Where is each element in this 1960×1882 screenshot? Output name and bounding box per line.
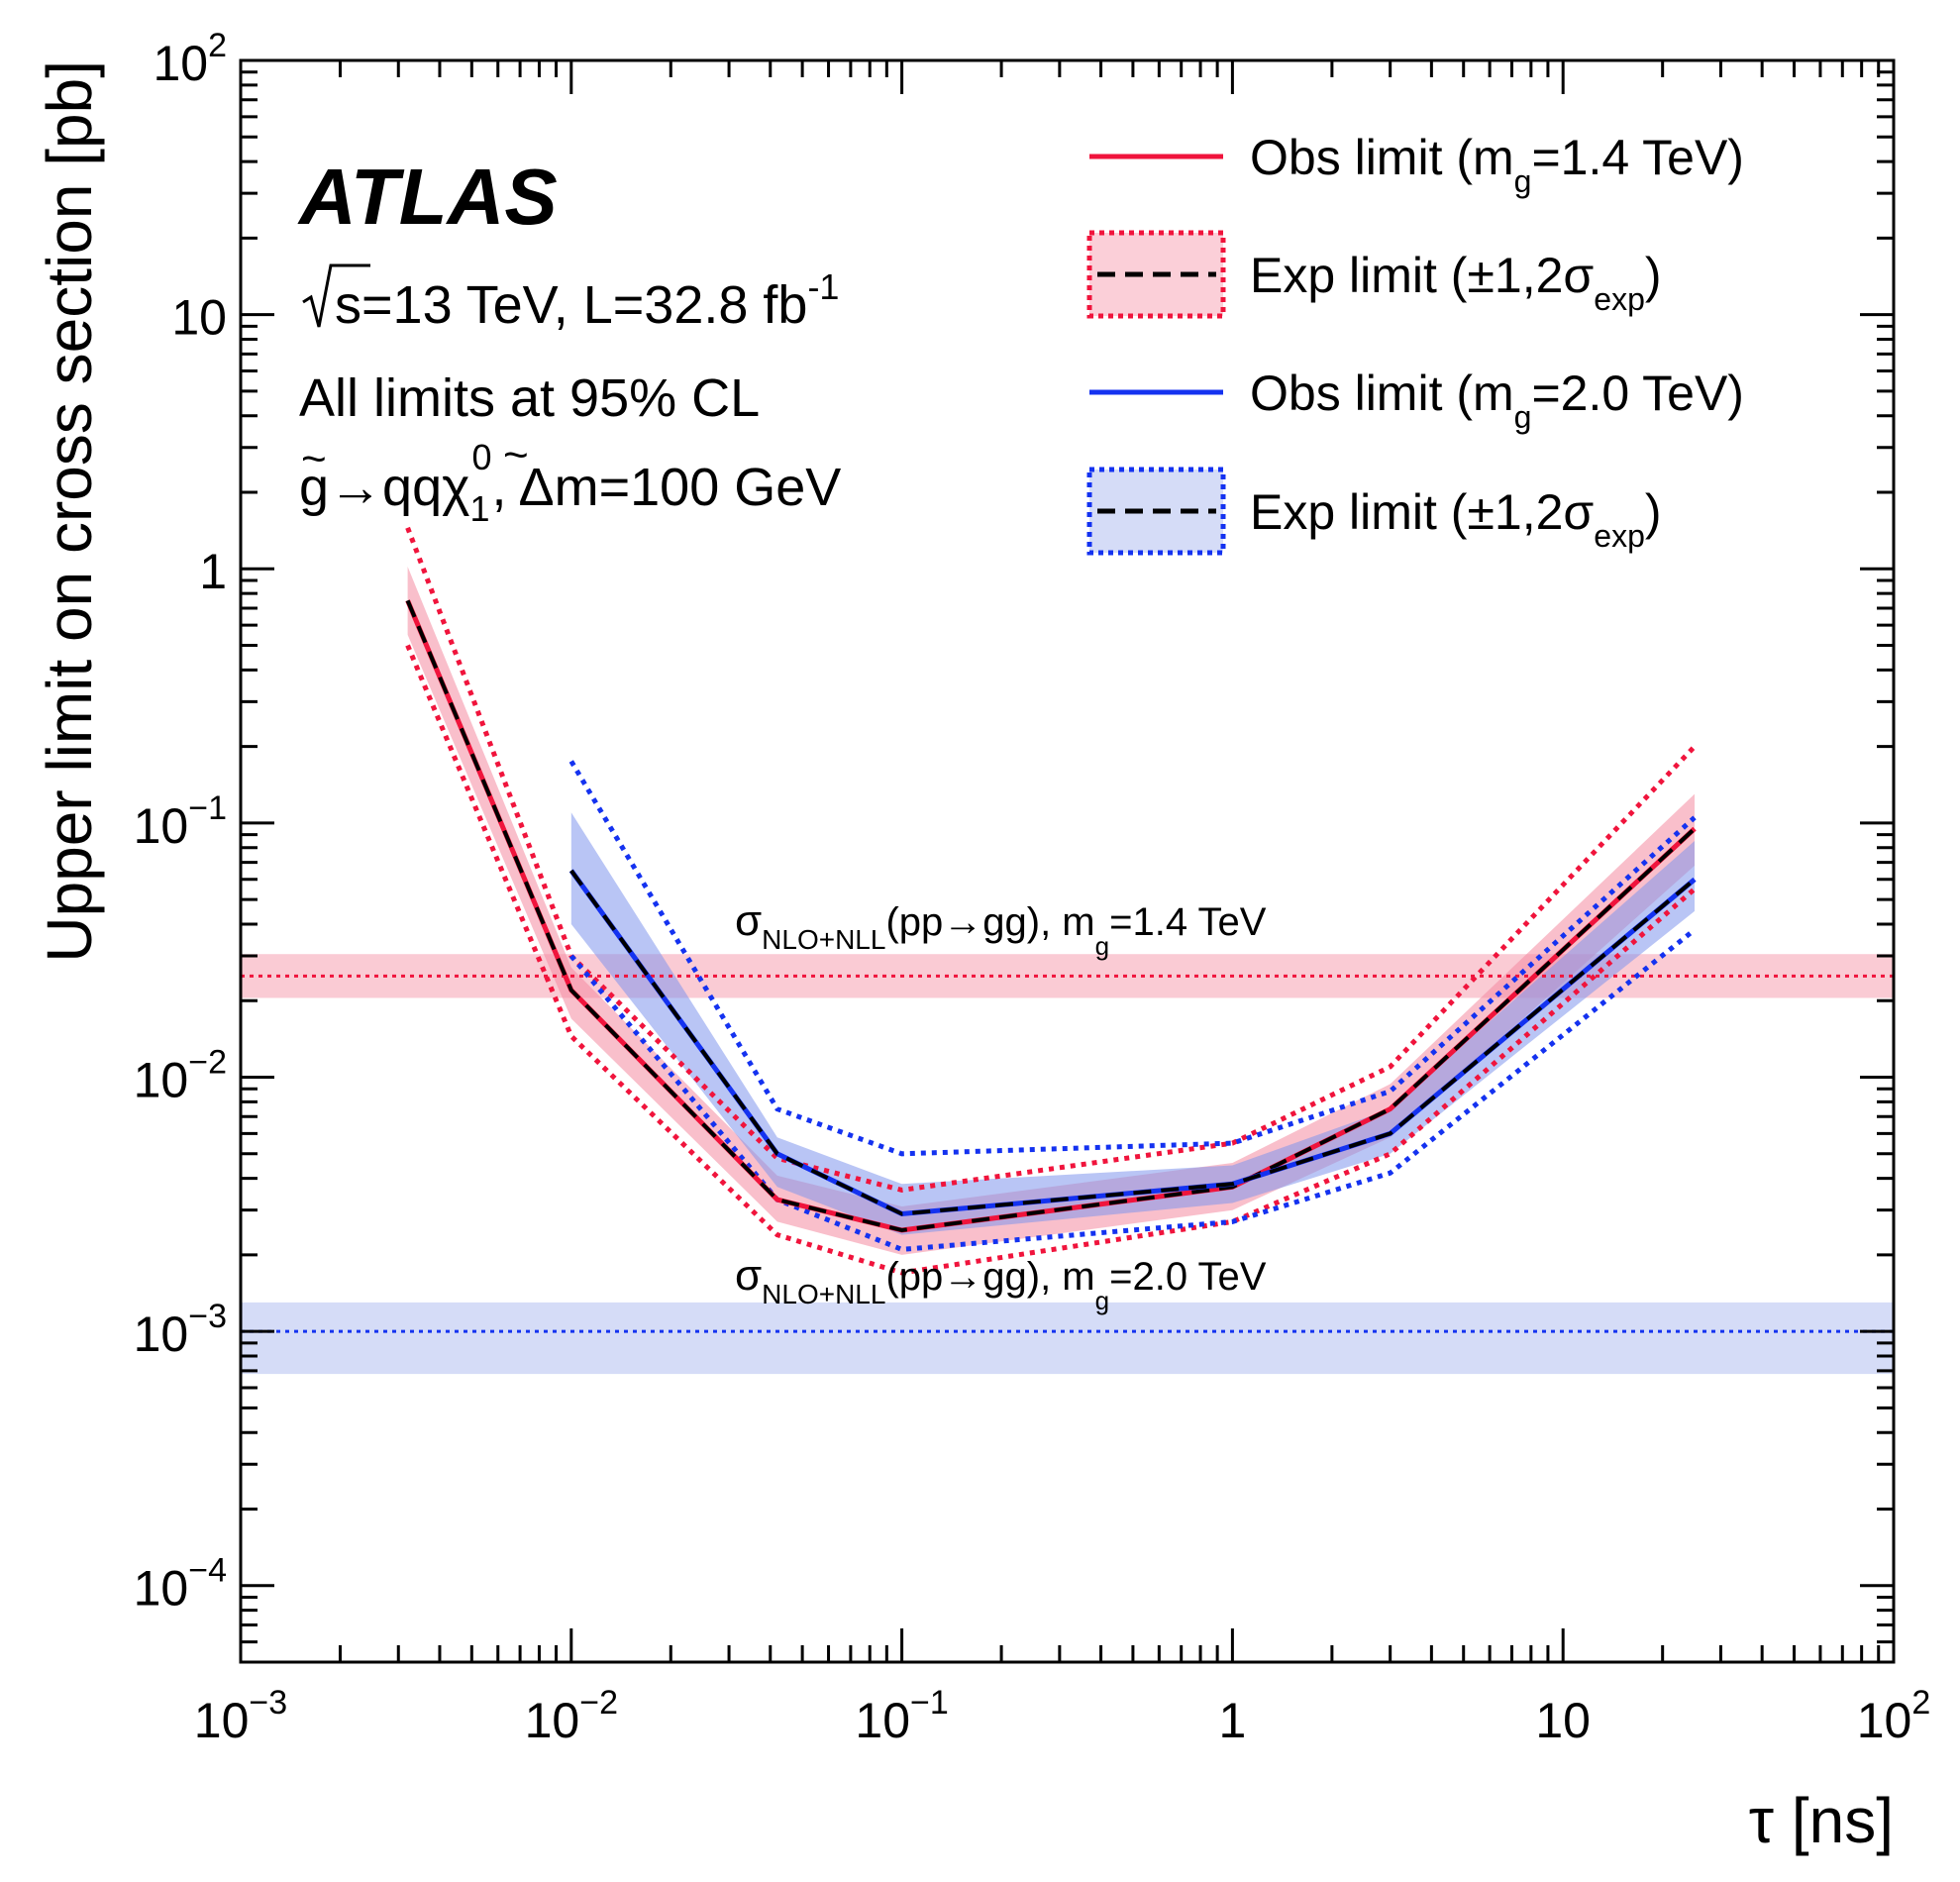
legend: Obs limit (mg=1.4 TeV) Exp limit (±1,2σe… <box>1086 130 1744 556</box>
svg-text:Obs limit (mg=1.4 TeV): Obs limit (mg=1.4 TeV) <box>1250 130 1744 199</box>
atlas-label: ATLAS <box>297 153 558 241</box>
process-suffix: , Δm=100 GeV <box>492 458 842 517</box>
y-axis-title: Upper limit on cross section [pb] <box>34 60 105 963</box>
legend-obs-20-text: Obs limit (m <box>1250 366 1514 421</box>
series-1-band-2sigma-down <box>568 927 1697 1252</box>
x-tick-label: 10−3 <box>194 1684 287 1748</box>
x-axis-title: τ [ns] <box>1749 1785 1894 1856</box>
process-label: g→qqχ1 0, Δm=100 GeV ~ ~ <box>299 431 841 529</box>
chi-tilde: ~ <box>503 431 529 479</box>
series-1-band-2sigma-up <box>568 760 1697 1157</box>
x-tick-label: 10 <box>1535 1693 1591 1748</box>
y-tick-label: 10 <box>171 290 227 346</box>
series-1-band-1sigma <box>570 812 1695 1235</box>
series-0-band-2sigma-up <box>405 526 1697 1193</box>
series-1-expected <box>569 869 1697 1216</box>
svg-text:σNLO+NLL(pp→gg), mg=2.0 TeV: σNLO+NLL(pp→gg), mg=2.0 TeV <box>735 1251 1267 1315</box>
x-tick-label: 102 <box>1857 1684 1931 1748</box>
energy-text: s=13 TeV, L=32.8 fb <box>335 275 807 335</box>
energy-label: s=13 TeV, L=32.8 fb-1 <box>302 263 839 335</box>
y-tick-label: 10−4 <box>134 1552 227 1617</box>
y-tick-label: 10−1 <box>134 789 227 854</box>
x-tick-label: 10−1 <box>855 1684 948 1748</box>
svg-text:σNLO+NLL(pp→gg), mg=1.4 TeV: σNLO+NLL(pp→gg), mg=1.4 TeV <box>735 896 1267 961</box>
y-tick-label: 10−3 <box>134 1298 227 1362</box>
process-subscript: 1 <box>469 488 489 529</box>
y-tick-label: 102 <box>153 27 227 91</box>
sqrt-symbol <box>302 263 370 328</box>
energy-exponent: -1 <box>807 266 839 307</box>
x-tick-label: 10−2 <box>525 1684 618 1748</box>
svg-text:g→qqχ10, Δm=100 GeV: g→qqχ1 0, Δm=100 GeV <box>299 437 841 529</box>
legend-exp-20-text: Exp limit (±1,2σ <box>1250 484 1594 540</box>
theory-label-14: σNLO+NLL(pp→gg), mg=1.4 TeV <box>735 896 1267 961</box>
cl-label: All limits at 95% CL <box>299 368 760 428</box>
svg-text:s=13 TeV, L=32.8 fb-1: s=13 TeV, L=32.8 fb-1 <box>335 266 839 335</box>
series-0-expected <box>405 599 1697 1233</box>
legend-obs-14-text: Obs limit (m <box>1250 130 1514 185</box>
y-tick-label: 1 <box>199 544 227 599</box>
svg-text:Obs limit (mg=2.0 TeV): Obs limit (mg=2.0 TeV) <box>1250 366 1744 435</box>
svg-text:Exp limit (±1,2σexp): Exp limit (±1,2σexp) <box>1250 248 1662 317</box>
x-tick-label: 1 <box>1218 1693 1246 1748</box>
gluino-tilde: ~ <box>301 435 327 483</box>
process-text: g→qqχ <box>299 458 469 517</box>
svg-text:Exp limit (±1,2σexp): Exp limit (±1,2σexp) <box>1250 484 1662 554</box>
series-0-band-2sigma-down <box>405 644 1697 1276</box>
theory-band-1 <box>241 1302 1894 1375</box>
y-tick-label: 10−2 <box>134 1043 227 1107</box>
process-superscript: 0 <box>471 437 491 477</box>
theory-label-20: σNLO+NLL(pp→gg), mg=2.0 TeV <box>735 1251 1267 1315</box>
theory-band-0 <box>241 954 1894 998</box>
legend-exp-14-text: Exp limit (±1,2σ <box>1250 248 1594 303</box>
